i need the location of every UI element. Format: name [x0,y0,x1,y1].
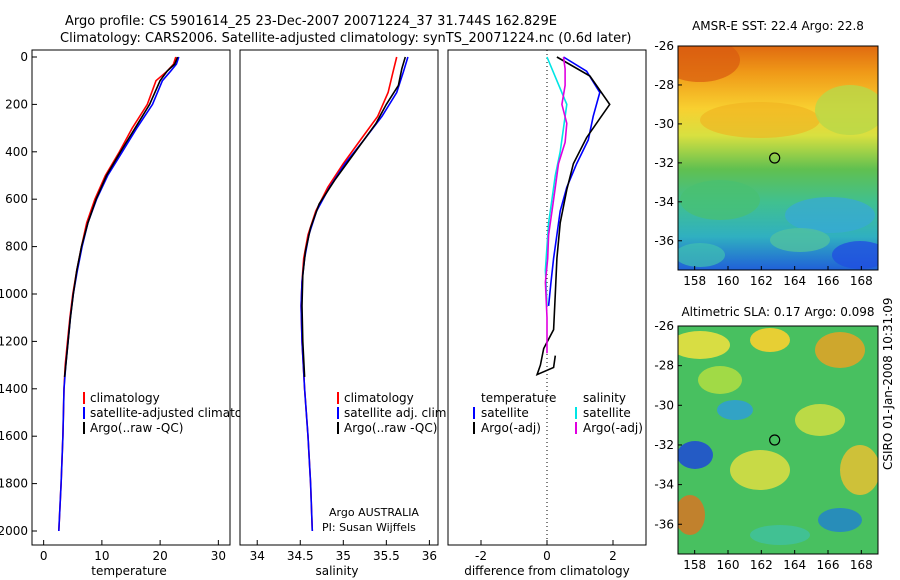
depth-tick-label: 0 [20,50,28,64]
lat-tick-label: -30 [654,117,674,131]
legend-temp-argo: Argo(-adj) [481,421,541,435]
salinity-axes-box [239,49,439,546]
lat-tick-label: -32 [654,156,674,170]
depth-tick-label: 200 [5,97,28,111]
figure-title-line1: Argo profile: CS 5901614_25 23-Dec-2007 … [65,14,557,29]
legend-argo: Argo(..raw -QC) [344,421,437,435]
legend-sal-argo: Argo(-adj) [583,421,643,435]
credit-line1: Argo AUSTRALIA [329,506,419,519]
depth-tick-label: 1200 [0,334,28,348]
series-line-salinity-argo-adj- [544,56,568,354]
difference-axis-label: difference from climatology [464,564,630,578]
x-tick-label: 34.5 [287,549,314,563]
argo-position-marker [769,434,781,446]
difference-legend: temperature satellite Argo(-adj) salinit… [473,391,643,435]
depth-tick-label: 1600 [0,429,28,443]
x-tick-label: 34 [250,549,265,563]
legend-temp-satellite: satellite [481,406,529,420]
depth-tick-label: 1800 [0,477,28,491]
argo-position-marker [769,152,781,164]
lon-tick-label: 160 [717,274,740,288]
lon-tick-label: 168 [850,274,873,288]
lat-tick-label: -28 [654,78,674,92]
sst-map-title: AMSR-E SST: 22.4 Argo: 22.8 [692,19,864,33]
legend-sal-satellite: satellite [583,406,631,420]
lat-tick-label: -36 [654,234,674,248]
lat-tick-label: -34 [654,478,674,492]
depth-tick-label: 1400 [0,382,28,396]
difference-panel: -2 0 2 difference from climatology tempera… [447,49,647,578]
lon-tick-label: 160 [717,558,740,572]
sla-map-panel: Altimetric SLA: 0.17 Argo: 0.098 158 160 1… [654,305,879,572]
temperature-legend: climatology satellite-adjusted climatolo… [83,391,268,435]
lat-tick-label: -34 [654,195,674,209]
x-tick-label: 35 [336,549,351,563]
legend-satellite-adjusted: satellite-adjusted climatology [90,406,268,420]
sst-map-image [678,46,878,270]
lat-tick-label: -26 [654,39,674,53]
depth-tick-label: 800 [5,240,28,254]
sla-map-image [678,326,878,554]
lon-tick-label: 168 [850,558,873,572]
figure-title-line2: Climatology: CARS2006. Satellite-adjuste… [60,31,632,46]
depth-tick-label: 1000 [0,287,28,301]
salinity-panel: 34 34.5 35 35.5 36 salinity climatology sate… [239,49,450,578]
lon-tick-label: 162 [750,558,773,572]
x-tick-label: 0 [40,549,48,563]
x-tick-label: 10 [94,549,109,563]
lon-tick-label: 166 [817,274,840,288]
credit-line2: PI: Susan Wijffels [322,521,416,534]
x-tick-label: -2 [475,549,487,563]
lon-tick-label: 158 [683,274,706,288]
legend-climatology: climatology [90,391,160,405]
series-line-temperature-satellite [547,56,601,306]
x-tick-label: 30 [211,549,226,563]
legend-salinity-heading: salinity [583,391,626,405]
x-tick-label: 2 [609,549,617,563]
side-timestamp-label: CSIRO 01-Jan-2008 10:31:09 [881,298,895,470]
lat-tick-label: -36 [654,517,674,531]
x-tick-label: 35.5 [373,549,400,563]
depth-tick-label: 600 [5,192,28,206]
x-tick-label: 0 [543,549,551,563]
legend-climatology: climatology [344,391,414,405]
sla-map-title: Altimetric SLA: 0.17 Argo: 0.098 [681,305,874,319]
series-line-argo-raw-qc- [63,56,179,377]
lon-tick-label: 166 [817,558,840,572]
lat-tick-label: -28 [654,359,674,373]
sst-map-panel: AMSR-E SST: 22.4 Argo: 22.8 158 160 162 164… [654,19,879,288]
lon-tick-label: 158 [683,558,706,572]
legend-satellite-adj: satellite adj. clim. [344,406,450,420]
temperature-panel: 0 200 400 600 800 1000 1200 1400 1600 1800 2000 0 1… [0,49,453,578]
legend-argo: Argo(..raw -QC) [90,421,183,435]
lon-tick-label: 164 [783,274,806,288]
temperature-axis-label: temperature [91,564,166,578]
lat-tick-label: -32 [654,438,674,452]
series-line-argo-raw-qc- [301,56,407,377]
temperature-axes-box [31,49,231,546]
lat-tick-label: -26 [654,319,674,333]
depth-tick-label: 2000 [0,524,28,538]
series-line-temperature-argo-adj- [535,56,611,377]
salinity-legend: climatology satellite adj. clim. Argo(..… [337,391,450,435]
lat-tick-label: -30 [654,398,674,412]
lon-tick-label: 164 [783,558,806,572]
salinity-axis-label: salinity [315,564,358,578]
depth-tick-label: 400 [5,145,28,159]
x-tick-label: 36 [422,549,437,563]
legend-temperature-heading: temperature [481,391,556,405]
lon-tick-label: 162 [750,274,773,288]
x-tick-label: 20 [152,549,167,563]
